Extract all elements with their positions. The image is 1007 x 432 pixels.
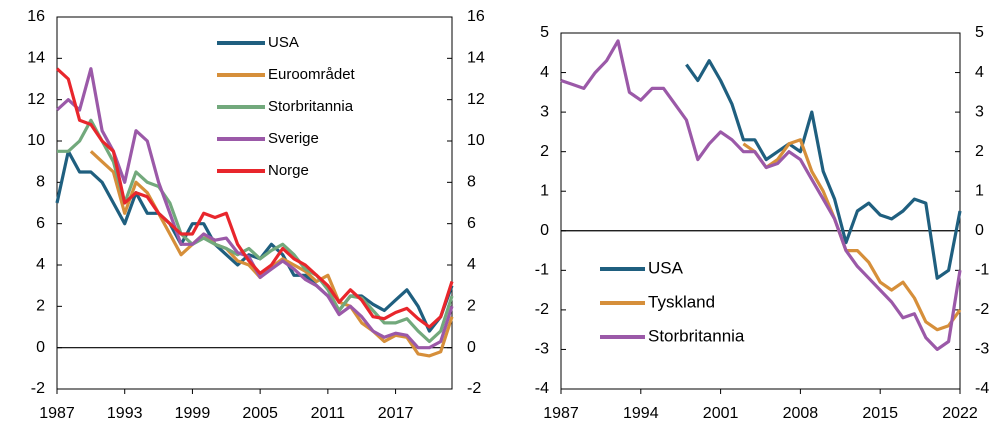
line-series [742, 138, 962, 332]
y2-tick-label: -2 [467, 380, 481, 397]
y-tick-label: -3 [535, 341, 549, 358]
y2-tick-label: -1 [975, 262, 989, 279]
x-tick-label: 1987 [543, 405, 579, 422]
x-tick-label: 2011 [311, 405, 346, 422]
line-series [57, 118, 454, 344]
legend-label: USA [268, 34, 299, 51]
y2-tick-label: 1 [975, 182, 984, 199]
y-tick-label: 2 [540, 143, 549, 160]
y2-tick-label: 10 [467, 132, 485, 149]
x-tick-label: 2008 [783, 405, 819, 422]
y-tick-label: 6 [36, 215, 45, 232]
y2-tick-label: 5 [975, 24, 984, 41]
y-tick-label: 16 [27, 8, 45, 25]
y-tick-label: -2 [535, 301, 549, 318]
y2-tick-label: 12 [467, 91, 485, 108]
line-series [560, 39, 962, 351]
y-tick-label: 12 [27, 91, 45, 108]
y-tick-label: 0 [36, 339, 45, 356]
y2-tick-label: 16 [467, 8, 485, 25]
line-series [55, 67, 454, 329]
y2-tick-label: 2 [467, 298, 476, 315]
y-tick-label: 5 [540, 24, 549, 41]
legend-label: Storbritannia [648, 326, 745, 345]
y2-tick-label: 4 [467, 256, 476, 273]
x-tick-label: 2001 [703, 405, 739, 422]
y-tick-label: 4 [540, 64, 549, 81]
y2-tick-label: 2 [975, 143, 984, 160]
y-tick-label: 3 [540, 103, 549, 120]
y-tick-label: -1 [535, 262, 549, 279]
legend-label: Norge [268, 162, 309, 179]
y-tick-label: 0 [540, 222, 549, 239]
legend-label: USA [648, 258, 684, 277]
legend-label: Sverige [268, 130, 319, 147]
x-tick-label: 2017 [378, 405, 414, 422]
y2-tick-label: -3 [975, 341, 989, 358]
x-tick-label: 2015 [862, 405, 898, 422]
legend-label: Tyskland [648, 292, 715, 311]
x-tick-label: 2022 [942, 405, 978, 422]
legend-label: Storbritannia [268, 98, 354, 115]
y2-tick-label: 0 [467, 339, 476, 356]
y-tick-label: 8 [36, 174, 45, 191]
y-tick-label: -2 [31, 380, 45, 397]
legend-label: Euroområdet [268, 66, 356, 83]
y-tick-label: -4 [535, 380, 549, 397]
y2-tick-label: -4 [975, 380, 989, 397]
x-tick-label: 2005 [242, 405, 278, 422]
y2-tick-label: -2 [975, 301, 989, 318]
y2-tick-label: 3 [975, 103, 984, 120]
line-series [55, 149, 454, 333]
y-tick-label: 10 [27, 132, 45, 149]
y2-tick-label: 8 [467, 174, 476, 191]
y-tick-label: 2 [36, 298, 45, 315]
y-tick-label: 4 [36, 256, 45, 273]
x-tick-label: 1994 [623, 405, 659, 422]
y-tick-label: 1 [540, 182, 549, 199]
y2-tick-label: 6 [467, 215, 476, 232]
x-tick-label: 1993 [107, 405, 143, 422]
y2-tick-label: 0 [975, 222, 984, 239]
y-tick-label: 14 [27, 50, 45, 67]
x-tick-label: 1987 [39, 405, 75, 422]
y2-tick-label: 14 [467, 50, 485, 67]
x-tick-label: 1999 [175, 405, 211, 422]
y2-tick-label: 4 [975, 64, 984, 81]
line-series [685, 59, 962, 280]
